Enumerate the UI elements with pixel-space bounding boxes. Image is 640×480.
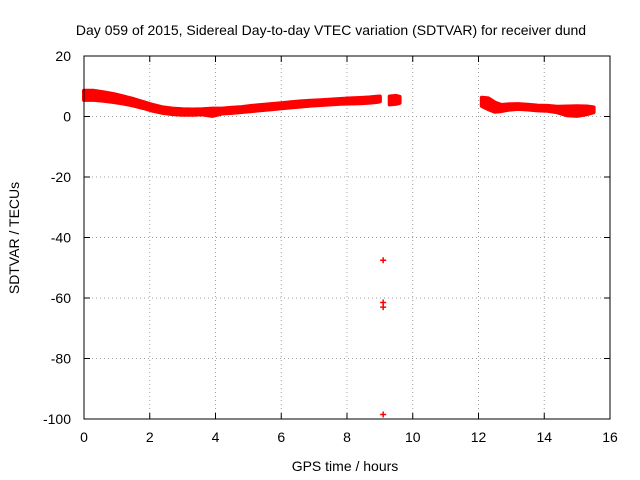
y-tick-label: -20	[51, 169, 71, 185]
data-band	[479, 95, 596, 118]
data-points	[82, 88, 596, 418]
x-tick-label: 6	[277, 429, 285, 445]
axis-ticks: 0 2 4 6 8 10 12 14 16 20 0 -20 -40 -60 -80 -100	[43, 48, 618, 445]
x-tick-label: 12	[471, 429, 487, 445]
y-tick-label: -80	[51, 351, 71, 367]
outlier-point	[380, 257, 387, 264]
outlier-point	[380, 411, 387, 418]
chart-title: Day 059 of 2015, Sidereal Day-to-day VTE…	[76, 22, 586, 38]
x-tick-label: 0	[80, 429, 88, 445]
x-tick-label: 14	[536, 429, 552, 445]
y-tick-label: -60	[51, 290, 71, 306]
x-tick-label: 8	[343, 429, 351, 445]
x-tick-label: 2	[146, 429, 154, 445]
outlier-point	[380, 304, 387, 311]
x-tick-label: 4	[212, 429, 220, 445]
data-band	[387, 93, 402, 107]
y-tick-label: 20	[55, 48, 71, 64]
y-tick-label: -100	[43, 411, 71, 427]
y-axis-label: SDTVAR / TECUs	[6, 182, 22, 294]
x-tick-label: 16	[602, 429, 618, 445]
y-tick-label: 0	[63, 109, 71, 125]
x-axis-label: GPS time / hours	[292, 458, 399, 474]
data-band	[82, 88, 382, 118]
y-tick-label: -40	[51, 230, 71, 246]
x-tick-label: 10	[405, 429, 421, 445]
